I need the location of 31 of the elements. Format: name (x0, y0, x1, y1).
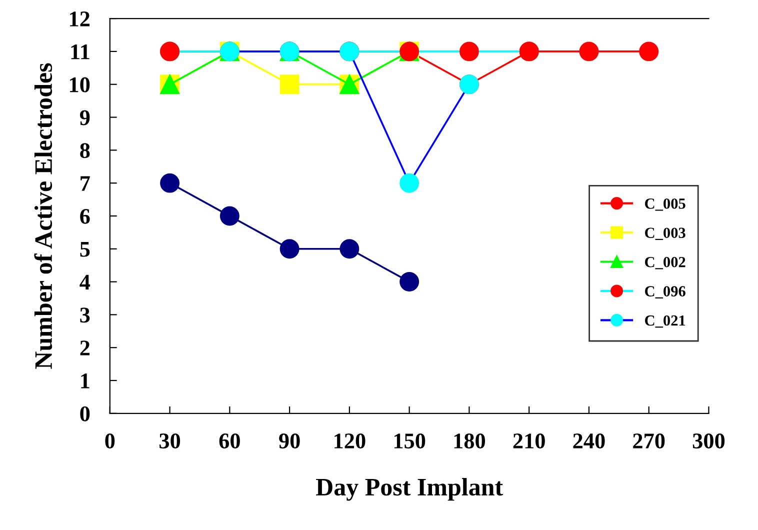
x-tick-label: 240 (573, 433, 605, 448)
y-tick-label: 8 (80, 143, 90, 158)
y-axis-title: Number of Active Electrodes (34, 63, 52, 369)
legend-label: C_002 (645, 256, 686, 270)
y-tick-label: 3 (80, 308, 90, 323)
x-tick-label: 60 (219, 433, 240, 448)
legend-label: C_096 (645, 286, 686, 298)
y-tick-label: 7 (80, 176, 90, 191)
x-tick-label: 90 (279, 433, 300, 448)
x-tick-label: 180 (454, 433, 486, 448)
x-tick-label: 270 (633, 433, 665, 448)
y-tick-label: 5 (80, 242, 90, 257)
y-tick-label: 6 (80, 208, 90, 224)
y-tick-label: 1 (81, 374, 90, 388)
y-tick-label: 11 (71, 44, 90, 60)
y-tick-label: 2 (80, 340, 90, 356)
y-tick-label: 12 (70, 12, 90, 26)
x-tick-label: 120 (334, 433, 366, 448)
x-tick-label: 30 (160, 433, 180, 448)
legend-label: C_005 (645, 198, 686, 211)
legend-label: C_021 (645, 315, 686, 328)
y-tick-label: 4 (80, 274, 90, 290)
y-tick-label: 9 (80, 110, 90, 126)
x-tick-label: 0 (105, 433, 115, 448)
x-tick-label: 300 (692, 433, 725, 448)
x-tick-label: 150 (394, 433, 426, 448)
legend-label: C_003 (645, 228, 686, 240)
y-tick-label: 0 (80, 406, 90, 422)
x-axis-title: Day Post Implant (316, 478, 503, 501)
y-tick-label: 10 (70, 77, 90, 92)
x-tick-label: 210 (513, 433, 545, 448)
